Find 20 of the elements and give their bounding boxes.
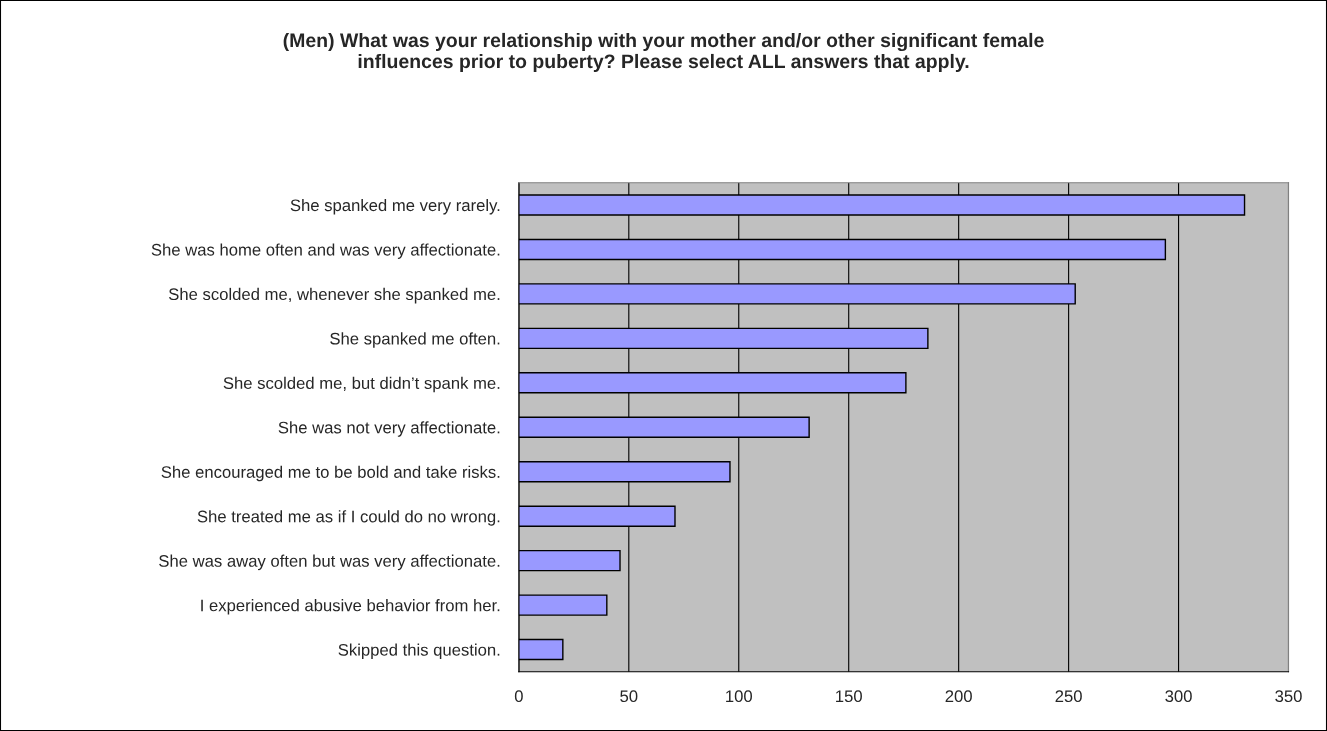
x-tick-label: 0: [514, 690, 523, 703]
x-tick-label: 300: [1165, 690, 1192, 703]
x-tick-label: 150: [836, 690, 862, 703]
chart-title: (Men) What was your relationship with your mother and/or other significant female influences prior to puberty? Please select ALL answers that apply.: [283, 32, 1044, 73]
y-tick-label: She was home often and was very affectionate.: [151, 243, 500, 259]
x-tick-label: 50: [620, 690, 638, 703]
y-tick-label: She treated me as if I could do no wrong.: [197, 510, 500, 526]
x-tick-label: 200: [945, 690, 972, 703]
y-tick-label: She spanked me often.: [330, 332, 500, 348]
y-tick-label: She scolded me, whenever she spanked me.: [168, 287, 500, 304]
y-tick-label: I experienced abusive behavior from her.: [201, 599, 500, 615]
y-tick-label: She was away often but was very affectionate.: [159, 554, 500, 571]
x-tick-label: 350: [1275, 690, 1302, 703]
y-tick-label: She encouraged me to be bold and take risks.: [161, 465, 500, 482]
y-tick-label: Skipped this question.: [338, 643, 500, 660]
x-tick-label: 100: [726, 690, 753, 703]
y-tick-label: She was not very affectionate.: [278, 421, 500, 437]
x-tick-label: 250: [1055, 690, 1082, 703]
y-tick-label: She scolded me, but didn’t spank me.: [223, 376, 500, 393]
y-tick-label: She spanked me very rarely.: [290, 198, 500, 215]
